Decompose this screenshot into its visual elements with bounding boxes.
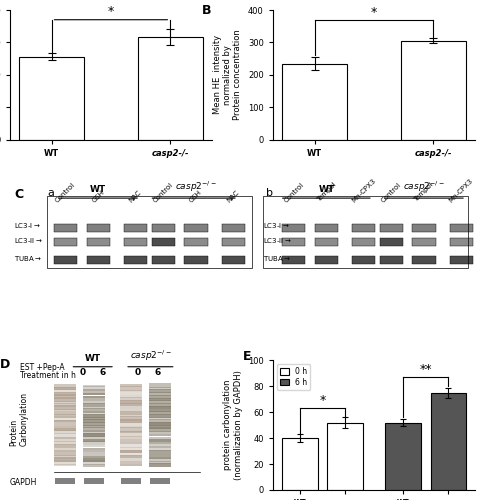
FancyBboxPatch shape — [151, 224, 175, 232]
Text: TUBA$\rightarrow$: TUBA$\rightarrow$ — [15, 254, 42, 263]
FancyBboxPatch shape — [123, 256, 147, 264]
FancyBboxPatch shape — [314, 256, 337, 264]
FancyBboxPatch shape — [184, 256, 207, 264]
Legend: 0 h, 6 h: 0 h, 6 h — [276, 364, 310, 390]
Text: 0: 0 — [134, 368, 140, 376]
FancyBboxPatch shape — [86, 224, 109, 232]
Bar — [400, 41, 465, 140]
FancyBboxPatch shape — [351, 238, 375, 246]
Text: C: C — [15, 188, 23, 200]
FancyBboxPatch shape — [151, 256, 175, 264]
Text: Control: Control — [379, 181, 402, 204]
Bar — [282, 438, 317, 490]
Text: *: * — [107, 6, 114, 18]
Text: GSH: GSH — [188, 188, 203, 204]
Text: NAC: NAC — [128, 188, 142, 204]
FancyBboxPatch shape — [221, 238, 244, 246]
FancyBboxPatch shape — [449, 224, 472, 232]
FancyBboxPatch shape — [411, 238, 435, 246]
FancyBboxPatch shape — [379, 256, 402, 264]
Text: 0: 0 — [79, 368, 86, 376]
Bar — [430, 392, 465, 490]
Text: Control: Control — [54, 181, 76, 204]
Text: LC3-II$\rightarrow$: LC3-II$\rightarrow$ — [263, 236, 291, 245]
Text: LC3-I$\rightarrow$: LC3-I$\rightarrow$ — [263, 222, 289, 230]
FancyBboxPatch shape — [54, 256, 77, 264]
Text: B: B — [202, 4, 211, 16]
FancyBboxPatch shape — [123, 224, 147, 232]
Bar — [137, 37, 202, 140]
Text: D: D — [0, 358, 10, 370]
Text: $\it{casp2}^{-/-}$: $\it{casp2}^{-/-}$ — [402, 180, 444, 194]
FancyBboxPatch shape — [184, 238, 207, 246]
Text: GSH: GSH — [91, 188, 106, 204]
Text: $\it{casp2}^{-/-}$: $\it{casp2}^{-/-}$ — [175, 180, 216, 194]
Text: Mn-CPX3: Mn-CPX3 — [447, 177, 473, 204]
Text: 6: 6 — [154, 368, 160, 376]
Text: WT: WT — [90, 185, 106, 194]
FancyBboxPatch shape — [351, 256, 375, 264]
FancyBboxPatch shape — [221, 256, 244, 264]
FancyBboxPatch shape — [221, 224, 244, 232]
FancyBboxPatch shape — [351, 224, 375, 232]
FancyBboxPatch shape — [449, 256, 472, 264]
Text: Tempol: Tempol — [412, 182, 434, 204]
Text: WT: WT — [85, 354, 101, 363]
Text: NAC: NAC — [226, 188, 240, 204]
FancyBboxPatch shape — [449, 238, 472, 246]
FancyBboxPatch shape — [411, 224, 435, 232]
Bar — [19, 56, 84, 140]
Text: Mn-CPX3: Mn-CPX3 — [350, 177, 376, 204]
Bar — [282, 64, 347, 140]
Text: Control: Control — [152, 181, 174, 204]
Text: b: b — [265, 188, 272, 198]
FancyBboxPatch shape — [282, 256, 305, 264]
Text: LC3-II$\rightarrow$: LC3-II$\rightarrow$ — [15, 236, 43, 245]
FancyBboxPatch shape — [86, 256, 109, 264]
Text: TUBA$\rightarrow$: TUBA$\rightarrow$ — [263, 254, 291, 263]
FancyBboxPatch shape — [86, 238, 109, 246]
FancyBboxPatch shape — [123, 238, 147, 246]
Text: Tempol: Tempol — [315, 182, 336, 204]
Text: Treatment in h: Treatment in h — [20, 370, 76, 380]
Text: LC3-I$\rightarrow$: LC3-I$\rightarrow$ — [15, 222, 41, 230]
Bar — [385, 422, 420, 490]
Bar — [327, 422, 362, 490]
Text: E: E — [242, 350, 251, 363]
FancyBboxPatch shape — [411, 256, 435, 264]
FancyBboxPatch shape — [184, 224, 207, 232]
FancyBboxPatch shape — [54, 224, 77, 232]
FancyBboxPatch shape — [314, 224, 337, 232]
Text: Protein
Carbonylation: Protein Carbonylation — [10, 392, 29, 446]
Text: *: * — [370, 6, 377, 19]
FancyBboxPatch shape — [282, 224, 305, 232]
FancyBboxPatch shape — [314, 238, 337, 246]
FancyBboxPatch shape — [379, 238, 402, 246]
FancyBboxPatch shape — [54, 238, 77, 246]
Text: a: a — [47, 188, 54, 198]
FancyBboxPatch shape — [379, 224, 402, 232]
Text: GAPDH: GAPDH — [10, 478, 37, 486]
Text: 6: 6 — [100, 368, 106, 376]
Y-axis label: protein carbonylation
(normalization by GAPDH): protein carbonylation (normalization by … — [223, 370, 242, 480]
FancyBboxPatch shape — [282, 238, 305, 246]
Text: **: ** — [419, 363, 431, 376]
Text: Control: Control — [282, 181, 304, 204]
Text: $\it{casp2}^{-/-}$: $\it{casp2}^{-/-}$ — [130, 348, 172, 363]
Text: WT: WT — [318, 185, 333, 194]
Y-axis label: Mean HE  intensity
normalized by
Protein concentration: Mean HE intensity normalized by Protein … — [212, 30, 242, 120]
Text: *: * — [318, 394, 325, 407]
FancyBboxPatch shape — [151, 238, 175, 246]
Text: EST +Pep-A: EST +Pep-A — [20, 363, 64, 372]
